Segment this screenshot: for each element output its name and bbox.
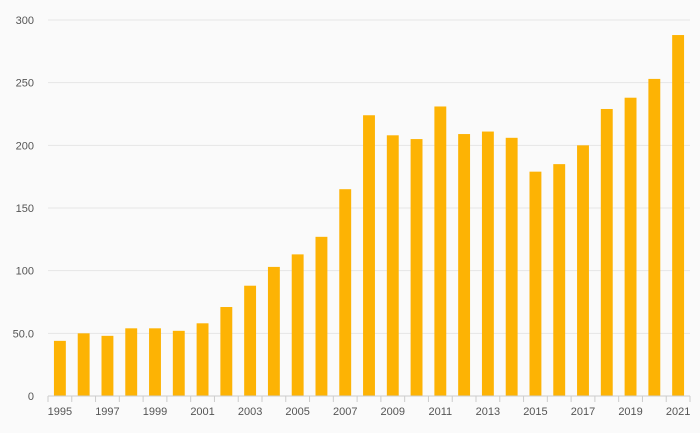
- x-tick-label: 2013: [476, 406, 500, 418]
- y-tick-label: 300: [16, 15, 34, 27]
- y-tick-label: 200: [16, 140, 34, 152]
- bar: [505, 137, 518, 396]
- bar: [149, 328, 161, 396]
- bar: [315, 236, 328, 396]
- x-tick-label: 2021: [666, 406, 690, 418]
- bars: [53, 35, 685, 397]
- x-tick-label: 2019: [618, 406, 642, 418]
- x-tick-label: 2003: [238, 406, 262, 418]
- bar: [577, 145, 589, 396]
- bar: [434, 106, 447, 396]
- x-tick-label: 2017: [571, 406, 595, 418]
- x-tick-label: 2001: [190, 406, 214, 418]
- x-tick-label: 2009: [381, 406, 405, 418]
- bar: [672, 35, 685, 396]
- y-tick-label: 100: [16, 266, 34, 278]
- bar: [172, 330, 185, 396]
- bar: [410, 139, 423, 397]
- x-axis-labels: 1995 1997 1999 2001 2003 2005 2007 2009 2011 2013…: [48, 406, 691, 418]
- y-axis-labels: 0 50.0 100 150 200 250 300: [13, 15, 34, 403]
- bar: [363, 115, 375, 397]
- y-tick-label: 150: [16, 203, 34, 215]
- bar: [458, 134, 471, 396]
- bar: [624, 97, 637, 396]
- bar: [196, 323, 209, 396]
- x-tick-label: 2015: [523, 406, 547, 418]
- bar: [600, 108, 613, 396]
- bar: [529, 171, 542, 396]
- bar: [101, 335, 114, 396]
- y-tick-label: 50.0: [13, 328, 34, 340]
- bar: [339, 189, 352, 396]
- bar: [77, 333, 90, 396]
- bar: [553, 164, 566, 396]
- bar: [267, 266, 280, 396]
- x-axis: [47, 395, 691, 402]
- x-tick-label: 1997: [95, 406, 119, 418]
- x-tick-label: 1995: [48, 406, 72, 418]
- x-tick-label: 2005: [285, 406, 309, 418]
- bar: [53, 340, 66, 396]
- x-tick-label: 2011: [429, 406, 453, 418]
- x-tick-label: 2007: [333, 406, 357, 418]
- bar: [481, 131, 494, 396]
- x-tick-label: 1999: [143, 406, 167, 418]
- y-tick-label: 250: [16, 78, 34, 90]
- bar: [386, 135, 399, 396]
- bar: [244, 285, 257, 396]
- bar: [291, 254, 304, 396]
- bar: [125, 328, 138, 396]
- y-tick-label: 0: [28, 391, 34, 403]
- bar: [220, 307, 233, 396]
- bar: [648, 78, 661, 396]
